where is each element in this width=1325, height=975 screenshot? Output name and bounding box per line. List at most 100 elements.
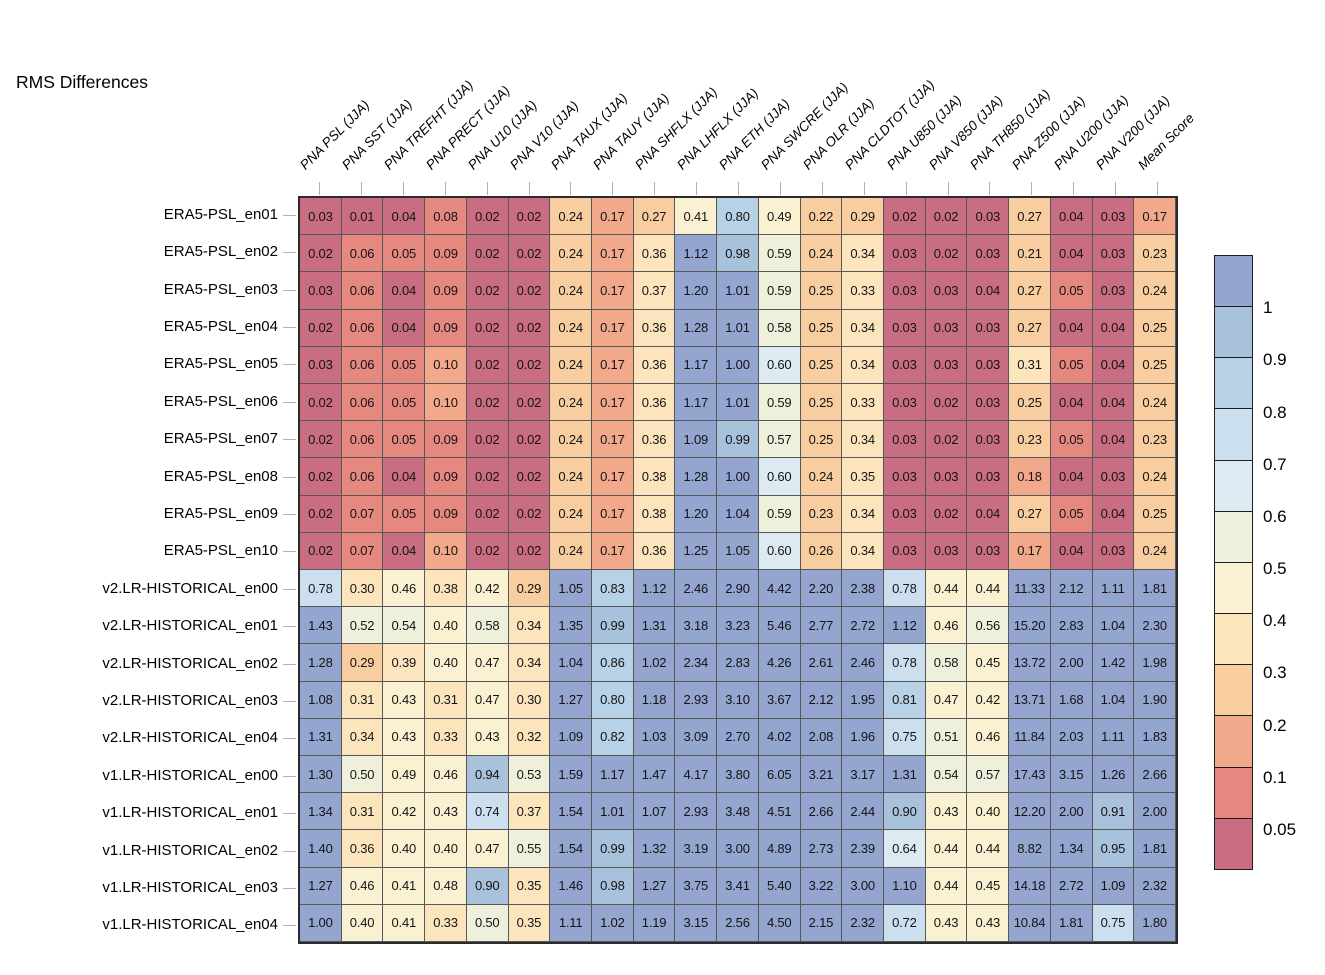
heatmap-cell: 1.01 xyxy=(592,793,634,831)
heatmap-cell: 0.03 xyxy=(1092,198,1135,236)
heatmap-cell: 4.51 xyxy=(758,793,801,831)
heatmap-cell: 3.00 xyxy=(842,867,884,905)
column-axis-tick xyxy=(738,182,739,195)
heatmap-cell: 3.22 xyxy=(800,867,843,905)
heatmap-cell: 0.05 xyxy=(1050,272,1093,310)
heatmap-cell: 0.34 xyxy=(842,309,884,347)
column-axis-tick xyxy=(444,182,446,195)
heatmap-cell: 0.43 xyxy=(383,718,426,756)
heatmap-cell: 1.17 xyxy=(675,384,718,422)
heatmap-cell: 0.42 xyxy=(466,570,509,608)
heatmap-cell: 1.12 xyxy=(675,235,718,273)
colorbar-tick-label: 0.7 xyxy=(1263,454,1287,474)
heatmap-cell: 0.31 xyxy=(341,681,384,719)
heatmap-cell: 0.03 xyxy=(300,272,342,310)
heatmap-cell: 1.12 xyxy=(884,607,926,645)
heatmap-cell: 1.68 xyxy=(1050,681,1093,719)
heatmap-cell: 4.26 xyxy=(758,644,801,682)
row-axis-tick xyxy=(283,775,296,777)
heatmap-cell: 1.28 xyxy=(675,309,718,347)
column-axis-tick xyxy=(654,182,656,195)
heatmap-cell: 0.03 xyxy=(884,458,926,496)
row-axis-tick xyxy=(283,813,296,815)
heatmap-cell: 0.24 xyxy=(800,235,843,273)
heatmap-cell: 4.50 xyxy=(758,904,801,942)
heatmap-cell: 8.82 xyxy=(1009,830,1051,868)
heatmap-cell: 0.23 xyxy=(1009,421,1051,459)
colorbar-tick-label: 1 xyxy=(1263,298,1273,318)
heatmap-cell: 3.41 xyxy=(717,867,759,905)
heatmap-cell: 0.02 xyxy=(508,272,551,310)
heatmap-cell: 0.47 xyxy=(925,681,968,719)
row-axis-tick xyxy=(283,738,296,740)
heatmap-cell: 0.02 xyxy=(508,495,551,533)
heatmap-cell: 0.47 xyxy=(466,681,509,719)
heatmap-cell: 0.06 xyxy=(341,346,384,384)
heatmap-cell: 0.24 xyxy=(1134,272,1176,310)
heatmap-cell: 0.05 xyxy=(1050,495,1093,533)
heatmap-cell: 2.00 xyxy=(1050,793,1093,831)
row-label: ERA5-PSL_en02 xyxy=(163,243,278,261)
heatmap-cell: 1.30 xyxy=(300,756,342,794)
heatmap-cell: 1.98 xyxy=(1134,644,1176,682)
heatmap-cell: 3.67 xyxy=(758,681,801,719)
row-label: ERA5-PSL_en05 xyxy=(163,355,278,373)
column-axis-tick xyxy=(528,182,530,195)
heatmap-cell: 1.08 xyxy=(300,681,342,719)
row-label: ERA5-PSL_en06 xyxy=(163,392,278,410)
heatmap-cell: 0.06 xyxy=(341,421,384,459)
heatmap-cell: 2.56 xyxy=(717,904,759,942)
heatmap-cell: 1.90 xyxy=(1134,681,1176,719)
heatmap-cell: 0.25 xyxy=(800,272,843,310)
row-axis-tick xyxy=(283,700,296,702)
heatmap-cell: 1.10 xyxy=(884,867,926,905)
heatmap-cell: 12.20 xyxy=(1009,793,1051,831)
heatmap-cell: 0.26 xyxy=(800,532,843,570)
row-axis-tick xyxy=(283,850,296,852)
heatmap-cell: 2.83 xyxy=(1050,607,1093,645)
heatmap-cell: 0.17 xyxy=(592,458,634,496)
heatmap-cell: 0.02 xyxy=(466,198,509,236)
colorbar-patch xyxy=(1214,715,1253,768)
heatmap-cell: 2.70 xyxy=(717,718,759,756)
colorbar-patch xyxy=(1214,613,1253,666)
heatmap-cell: 0.98 xyxy=(592,867,634,905)
heatmap-cell: 5.40 xyxy=(758,867,801,905)
heatmap-cell: 0.43 xyxy=(466,718,509,756)
heatmap-cell: 0.03 xyxy=(884,384,926,422)
heatmap-cell: 0.09 xyxy=(425,235,467,273)
heatmap-cell: 1.28 xyxy=(300,644,342,682)
heatmap-cell: 1.25 xyxy=(675,532,718,570)
heatmap-cell: 0.99 xyxy=(592,830,634,868)
heatmap-cell: 2.15 xyxy=(800,904,843,942)
heatmap-cell: 0.10 xyxy=(425,346,467,384)
heatmap-cell: 0.03 xyxy=(967,235,1010,273)
heatmap-cell: 0.75 xyxy=(1092,904,1135,942)
heatmap-cell: 1.04 xyxy=(717,495,759,533)
heatmap-cell: 1.83 xyxy=(1134,718,1176,756)
heatmap-cell: 1.18 xyxy=(633,681,676,719)
column-axis-tick xyxy=(570,182,572,195)
heatmap-cell: 0.58 xyxy=(758,309,801,347)
heatmap-cell: 0.56 xyxy=(967,607,1010,645)
heatmap-cell: 0.03 xyxy=(1092,532,1135,570)
row-label: v1.LR-HISTORICAL_en01 xyxy=(102,804,278,822)
heatmap-cell: 3.17 xyxy=(842,756,884,794)
heatmap-cell: 0.03 xyxy=(884,272,926,310)
heatmap-cell: 1.47 xyxy=(633,756,676,794)
heatmap-cell: 1.54 xyxy=(550,830,592,868)
heatmap-cell: 0.04 xyxy=(1092,346,1135,384)
heatmap-cell: 0.90 xyxy=(884,793,926,831)
colorbar-tick-label: 0.6 xyxy=(1263,506,1287,526)
heatmap-cell: 0.31 xyxy=(425,681,467,719)
heatmap-cell: 0.24 xyxy=(550,198,592,236)
heatmap-cell: 0.44 xyxy=(925,570,968,608)
heatmap-cell: 0.36 xyxy=(341,830,384,868)
heatmap-cell: 0.02 xyxy=(466,272,509,310)
heatmap-cell: 1.20 xyxy=(675,495,718,533)
heatmap-cell: 0.34 xyxy=(842,235,884,273)
heatmap-cell: 0.04 xyxy=(1050,458,1093,496)
heatmap-cell: 0.59 xyxy=(758,272,801,310)
heatmap-cell: 1.46 xyxy=(550,867,592,905)
row-label: v1.LR-HISTORICAL_en00 xyxy=(102,766,278,784)
